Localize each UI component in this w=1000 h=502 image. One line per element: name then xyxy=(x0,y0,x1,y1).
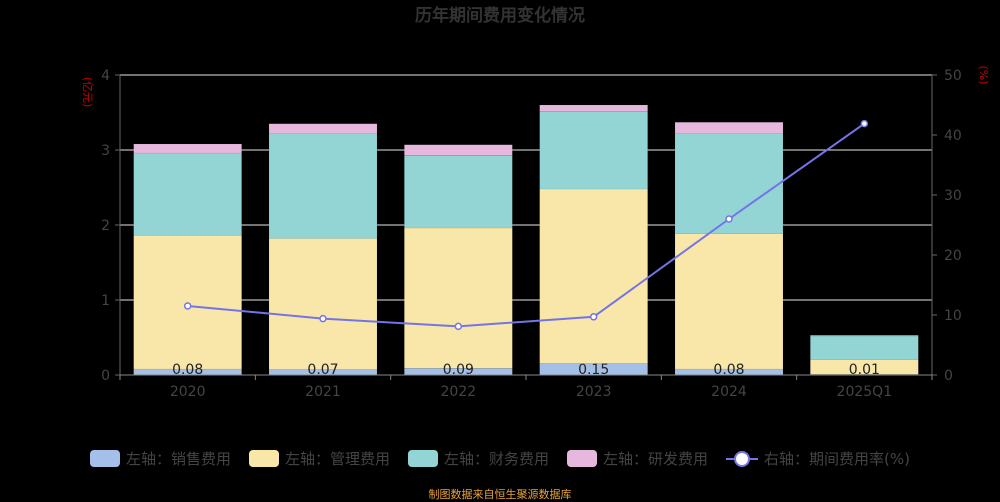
left-tick-label: 1 xyxy=(101,293,110,309)
legend-swatch-sales xyxy=(89,450,120,467)
bar-segment-3-2020 xyxy=(133,143,242,154)
bar-segment-3-2025Q1 xyxy=(810,335,919,337)
data-label-sales: 0.07 xyxy=(307,362,338,378)
left-tick-label: 4 xyxy=(101,68,110,84)
bar-segment-3-2021 xyxy=(268,123,378,134)
right-tick-label: 50 xyxy=(944,68,962,84)
rate-line xyxy=(183,119,869,331)
legend-label-sales: 左轴：销售费用 xyxy=(125,450,231,468)
data-label-sales: 0.01 xyxy=(849,362,880,378)
source-note: 制图数据来自恒生聚源数据库 xyxy=(428,488,572,501)
data-label-sales: 0.15 xyxy=(578,362,609,378)
rate-point-2023 xyxy=(589,313,598,321)
data-label-sales: 0.08 xyxy=(713,362,744,378)
legend-item-admin[interactable]: 左轴：管理费用 xyxy=(249,448,390,469)
legend-label-admin: 左轴：管理费用 xyxy=(285,450,391,468)
x-tick-label: 2020 xyxy=(170,384,206,400)
x-tick-label: 2025Q1 xyxy=(837,384,893,400)
chart-title: 历年期间费用变化情况 xyxy=(415,5,585,26)
rate-point-2022 xyxy=(454,322,463,331)
legend-label-finance: 左轴：财务费用 xyxy=(444,450,550,468)
left-tick-label: 3 xyxy=(101,143,110,159)
legend-item-rate[interactable]: 右轴：期间费用率(%) xyxy=(726,448,910,469)
legend-swatch-rate xyxy=(726,450,759,467)
x-tick-label: 2024 xyxy=(711,384,747,400)
rate-point-2024 xyxy=(725,215,733,223)
rate-line-path xyxy=(187,122,865,328)
right-tick-label: 0 xyxy=(944,368,953,384)
bar-segment-2-2025Q1 xyxy=(810,335,919,360)
bar-segment-2-2023 xyxy=(539,111,648,190)
right-tick-label: 40 xyxy=(944,128,962,144)
x-tick-label: 2023 xyxy=(576,384,612,400)
rate-point-2021 xyxy=(319,314,327,323)
bar-segment-2-2020 xyxy=(133,152,242,236)
legend-swatch-rd xyxy=(567,450,598,467)
legend: 左轴：销售费用 左轴：管理费用 左轴：财务费用 左轴：研发费用 右轴：期间费用率… xyxy=(0,448,1000,469)
rate-point-2025Q1 xyxy=(860,119,869,128)
data-label-sales: 0.08 xyxy=(172,362,203,378)
data-label-sales: 0.09 xyxy=(443,362,474,378)
bar-segment-1-2024 xyxy=(674,233,784,370)
bar-segment-1-2022 xyxy=(404,227,513,369)
legend-item-finance[interactable]: 左轴：财务费用 xyxy=(408,448,549,469)
right-tick-label: 10 xyxy=(944,308,962,324)
bar-segment-3-2023 xyxy=(539,104,648,112)
bar-segment-3-2022 xyxy=(404,144,513,156)
bar-segment-2-2022 xyxy=(404,155,513,229)
x-tick-label: 2022 xyxy=(441,384,477,400)
left-axis-unit: (亿元) xyxy=(81,77,94,108)
right-tick-label: 30 xyxy=(944,188,962,204)
bar-segment-3-2024 xyxy=(674,122,784,134)
rate-point-2020 xyxy=(183,302,192,310)
bar-segment-1-2021 xyxy=(268,238,378,370)
x-tick-label: 2021 xyxy=(305,384,341,400)
left-tick-label: 0 xyxy=(101,368,110,384)
legend-label-rd: 左轴：研发费用 xyxy=(603,450,709,468)
left-tick-label: 2 xyxy=(101,218,110,234)
bars: 0.08 0.07 0.09 0.15 0.08 0.01 xyxy=(133,104,919,378)
bar-segment-1-2023 xyxy=(539,188,648,364)
bar-segment-2-2021 xyxy=(268,133,378,239)
legend-item-sales[interactable]: 左轴：销售费用 xyxy=(89,448,231,469)
legend-label-rate: 右轴：期间费用率(%) xyxy=(764,450,911,468)
legend-item-rd[interactable]: 左轴：研发费用 xyxy=(567,448,708,469)
legend-swatch-finance xyxy=(408,450,439,467)
right-tick-label: 20 xyxy=(944,248,962,264)
legend-swatch-admin xyxy=(249,450,279,467)
right-axis-unit: (%) xyxy=(977,65,990,84)
